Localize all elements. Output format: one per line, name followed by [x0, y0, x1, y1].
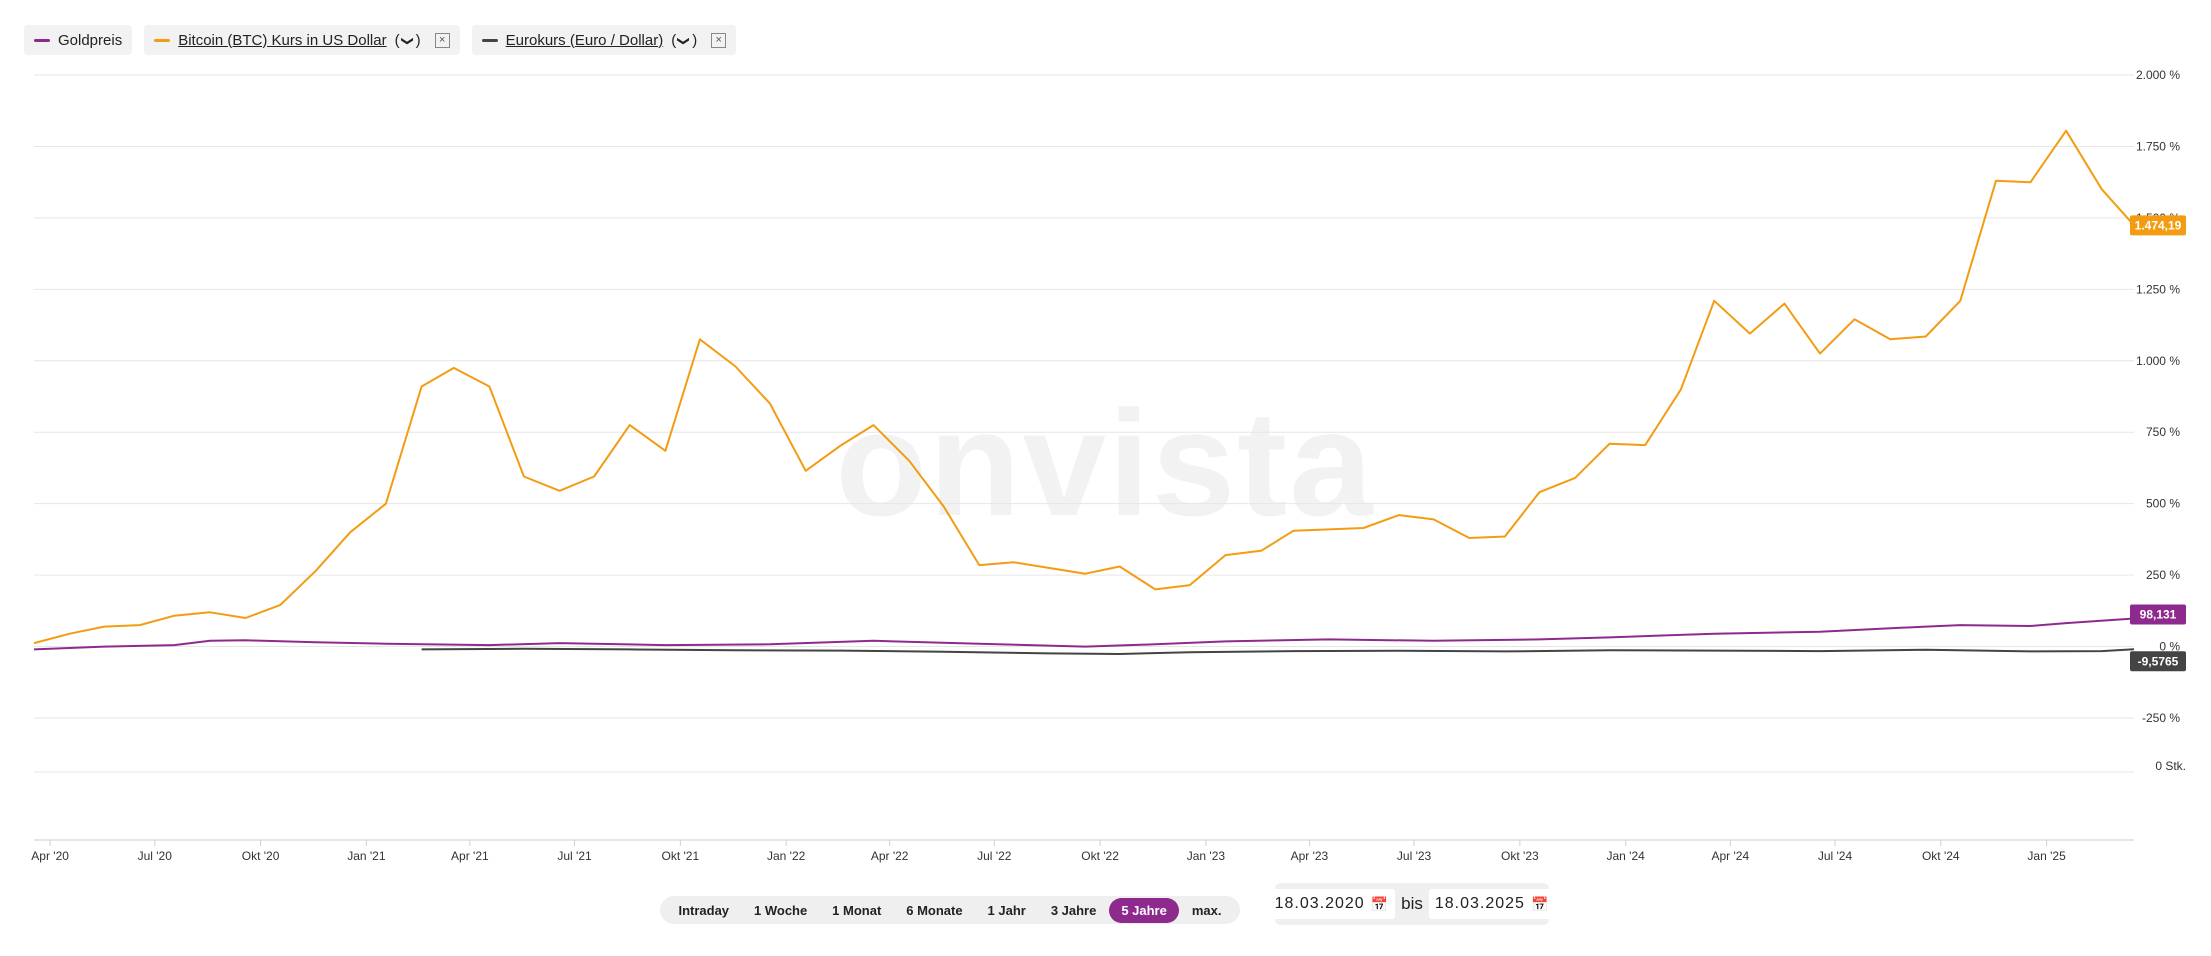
x-tick-label: Jul '24: [1818, 849, 1853, 863]
legend-item-btc[interactable]: Bitcoin (BTC) Kurs in US Dollar (❯) ×: [144, 25, 460, 55]
calendar-icon[interactable]: 📅: [1370, 895, 1390, 912]
legend-label[interactable]: Bitcoin (BTC) Kurs in US Dollar: [178, 31, 387, 49]
date-from-value: 18.03.2020: [1274, 895, 1365, 912]
watermark: onvista: [835, 379, 1374, 547]
x-axis: Apr '20 Jul '20 Okt '20 Jan '21 Apr '21 Jul '…: [31, 840, 2066, 863]
volume-label: 0 Stk.: [2155, 759, 2186, 773]
x-tick-label: Jan '24: [1607, 849, 1646, 863]
series-lines: [33, 129, 2135, 655]
last-value-label: 1.474,19: [2135, 218, 2182, 232]
x-tick-label: Jan '22: [767, 849, 806, 863]
range-intraday[interactable]: Intraday: [678, 902, 730, 918]
y-tick-label: 1.250 %: [2136, 282, 2180, 296]
x-tick-label: Apr '20: [31, 849, 69, 863]
x-tick-label: Apr '23: [1291, 849, 1329, 863]
range-1-monat[interactable]: 1 Monat: [832, 902, 882, 918]
legend-label: Goldpreis: [58, 31, 123, 49]
range-5-jahre[interactable]: 5 Jahre: [1109, 897, 1179, 923]
calendar-icon[interactable]: 📅: [1530, 895, 1550, 912]
x-tick-label: Jul '20: [138, 849, 173, 863]
legend-item-gold[interactable]: Goldpreis: [24, 25, 133, 55]
series-line-btc: [33, 129, 2135, 645]
x-tick-label: Jan '21: [347, 849, 386, 863]
y-tick-label: 250 %: [2146, 568, 2180, 582]
y-tick-label: 1.750 %: [2136, 139, 2180, 153]
date-to-field[interactable]: 18.03.2025 📅: [1428, 889, 1556, 919]
legend-item-eur[interactable]: Eurokurs (Euro / Dollar) (❯) ×: [471, 25, 737, 55]
x-tick-label: Jul '23: [1397, 849, 1432, 863]
range-6-monate[interactable]: 6 Monate: [906, 902, 963, 918]
legend-label[interactable]: Eurokurs (Euro / Dollar): [505, 31, 664, 49]
last-value-label: 98,131: [2140, 608, 2177, 622]
close-icon[interactable]: ×: [711, 32, 727, 48]
date-separator: bis: [1401, 894, 1423, 913]
last-value-badges: 1.474,19 98,131 -9,5765: [2130, 215, 2186, 672]
range-1-jahr[interactable]: 1 Jahr: [987, 902, 1026, 918]
close-icon[interactable]: ×: [434, 32, 450, 48]
range-max[interactable]: max.: [1191, 902, 1222, 918]
last-value-label: -9,5765: [2138, 654, 2179, 668]
y-tick-label: 500 %: [2146, 497, 2180, 511]
y-tick-label: 750 %: [2146, 425, 2180, 439]
x-tick-label: Okt '24: [1922, 849, 1960, 863]
x-tick-label: Okt '20: [242, 849, 280, 863]
y-tick-label: -250 %: [2142, 711, 2180, 725]
legend-swatch: [481, 38, 498, 42]
x-tick-label: Apr '22: [871, 849, 909, 863]
range-1-woche[interactable]: 1 Woche: [754, 902, 808, 918]
legend-options[interactable]: (❯): [394, 31, 421, 49]
date-to-value: 18.03.2025: [1434, 895, 1525, 912]
legend-swatch: [154, 38, 171, 42]
line-chart: onvista 2.000 %1.750 %1.500 %1.250 %1.00…: [31, 68, 2186, 863]
last-value-badge-eur: -9,5765: [2130, 651, 2186, 672]
chart-legend: Goldpreis Bitcoin (BTC) Kurs in US Dollar…: [24, 25, 737, 55]
series-line-gold: [33, 617, 2135, 651]
x-tick-label: Okt '21: [662, 849, 700, 863]
grid-lines: [34, 74, 2134, 841]
y-tick-label: 0 %: [2159, 640, 2180, 654]
date-from-field[interactable]: 18.03.2020 📅: [1268, 889, 1396, 919]
legend-options[interactable]: (❯): [671, 31, 698, 49]
x-tick-label: Jan '25: [2027, 849, 2066, 863]
legend-swatch: [34, 38, 50, 42]
x-tick-label: Apr '21: [451, 849, 489, 863]
last-value-badge-gold: 98,131: [2130, 604, 2186, 625]
x-tick-label: Jul '21: [557, 849, 592, 863]
x-tick-label: Apr '24: [1712, 849, 1750, 863]
y-tick-label: 1.000 %: [2136, 354, 2180, 368]
last-value-badge-btc: 1.474,19: [2130, 215, 2186, 236]
series-line-eur: [421, 647, 2135, 655]
time-range-selector: Intraday 1 Woche 1 Monat 6 Monate 1 Jahr 3 Ja…: [660, 896, 1240, 924]
y-tick-label: 2.000 %: [2136, 68, 2180, 82]
range-3-jahre[interactable]: 3 Jahre: [1050, 902, 1097, 918]
x-tick-label: Jan '23: [1187, 849, 1226, 863]
date-range-picker: 18.03.2020 📅 bis 18.03.2025 📅: [1268, 883, 1556, 925]
x-tick-label: Jul '22: [977, 849, 1012, 863]
x-tick-label: Okt '22: [1081, 849, 1119, 863]
x-tick-label: Okt '23: [1501, 849, 1539, 863]
